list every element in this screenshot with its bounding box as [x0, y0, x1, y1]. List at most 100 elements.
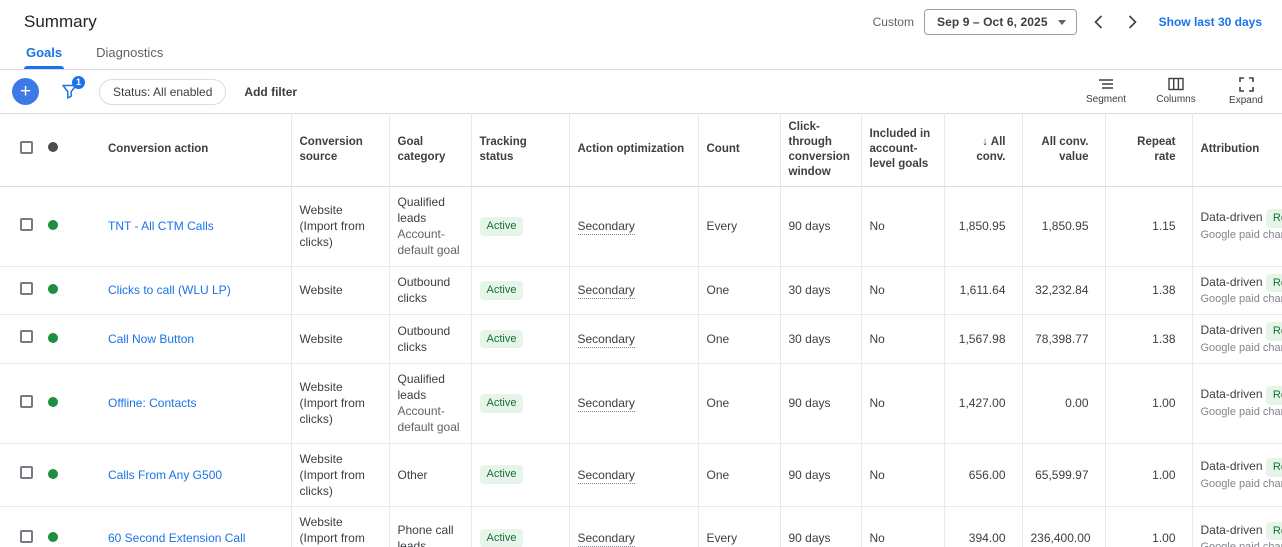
- header-attribution[interactable]: Attribution: [1192, 113, 1282, 187]
- goal-category-cell: Phone call leads: [389, 506, 472, 547]
- goal-category-cell: Outbound clicks: [389, 266, 472, 316]
- top-bar: Summary Custom Sep 9 – Oct 6, 2025 Show …: [0, 0, 1282, 39]
- row-checkbox[interactable]: [20, 529, 33, 543]
- header-all-conv-value[interactable]: All conv. value: [1022, 113, 1106, 187]
- conversion-source-cell: Website: [291, 266, 390, 316]
- attribution-recommended-badge: Recomm: [1265, 458, 1282, 477]
- status-dot-header-icon: [48, 142, 58, 153]
- select-all-checkbox[interactable]: [20, 140, 33, 154]
- goal-category-cell: Qualified leads Account-default goal: [389, 363, 472, 444]
- columns-button[interactable]: Columns: [1154, 77, 1198, 105]
- sort-descending-icon: ↓: [982, 135, 989, 148]
- segment-button[interactable]: Segment: [1084, 77, 1128, 105]
- table-row: TNT - All CTM Calls Website (Import from…: [0, 186, 1282, 267]
- header-click-through-window[interactable]: Click-through conversion window: [780, 113, 862, 187]
- attribution-channels-text: Google paid channels: [1200, 477, 1282, 490]
- conversion-source-cell: Website (Import from clicks): [291, 363, 390, 444]
- goal-category-cell: Qualified leads Account-default goal: [389, 186, 472, 267]
- chevron-down-icon: [1057, 19, 1066, 25]
- table-row: Offline: Contacts Website (Import from c…: [0, 363, 1282, 444]
- goal-category-cell: Other: [389, 443, 472, 508]
- filter-button[interactable]: 1: [57, 75, 85, 104]
- attribution-model-text: Data-driven: [1200, 210, 1263, 225]
- repeat-rate-cell: 1.00: [1105, 443, 1193, 508]
- attribution-model-text: Data-driven: [1200, 274, 1263, 289]
- conversions-table: Conversion action Conversion source Goal…: [0, 113, 1282, 547]
- tracking-status-badge: Active: [479, 329, 524, 349]
- date-range-picker[interactable]: Sep 9 – Oct 6, 2025: [923, 9, 1077, 35]
- all-conv-value-cell: 1,850.95: [1022, 186, 1106, 267]
- conversion-action-link[interactable]: 60 Second Extension Call: [108, 531, 246, 546]
- row-checkbox[interactable]: [20, 466, 33, 480]
- repeat-rate-cell: 1.00: [1105, 506, 1193, 547]
- goal-category-cell: Outbound clicks: [389, 314, 472, 364]
- expand-button[interactable]: Expand: [1224, 77, 1268, 106]
- conversion-source-cell: Website (Import from clicks): [291, 443, 390, 508]
- included-in-goals-cell: No: [861, 363, 945, 444]
- action-optimization-text[interactable]: Secondary: [577, 467, 635, 484]
- header-action-optimization[interactable]: Action optimization: [569, 113, 699, 187]
- conversion-source-cell: Website (Import from clicks): [291, 186, 390, 267]
- header-all-conv[interactable]: ↓ All conv.: [944, 113, 1023, 187]
- add-filter-button[interactable]: Add filter: [244, 84, 298, 99]
- tracking-status-badge: Active: [479, 465, 524, 485]
- goal-category-text: Other: [397, 467, 428, 482]
- action-optimization-text[interactable]: Secondary: [577, 283, 635, 300]
- click-through-window-cell: 90 days: [780, 363, 862, 444]
- segment-icon: [1099, 79, 1113, 89]
- goal-category-text: Outbound clicks: [397, 275, 451, 306]
- add-conversion-button[interactable]: +: [12, 78, 39, 105]
- header-conversion-source[interactable]: Conversion source: [291, 113, 390, 187]
- conversion-action-link[interactable]: Calls From Any G500: [108, 467, 223, 482]
- row-checkbox[interactable]: [20, 217, 33, 231]
- tab-diagnostics[interactable]: Diagnostics: [96, 45, 164, 60]
- conversion-action-link[interactable]: Offline: Contacts: [108, 396, 197, 411]
- header-repeat-rate[interactable]: Repeat rate: [1105, 113, 1193, 187]
- attribution-recommended-badge: Recomm: [1265, 273, 1282, 293]
- date-next-button[interactable]: [1121, 10, 1145, 34]
- conversion-action-link[interactable]: TNT - All CTM Calls: [108, 219, 214, 234]
- table-row: Call Now Button Website Outbound clicks …: [0, 314, 1282, 364]
- conversion-source-cell: Website: [291, 314, 390, 364]
- action-optimization-text[interactable]: Secondary: [577, 396, 635, 413]
- status-filter-chip[interactable]: Status: All enabled: [99, 78, 227, 105]
- click-through-window-cell: 90 days: [780, 506, 862, 547]
- row-checkbox[interactable]: [20, 394, 33, 408]
- click-through-window-cell: 90 days: [780, 443, 862, 508]
- attribution-cell: Data-driven Recomm Google paid channels: [1192, 266, 1282, 316]
- header-tracking-status[interactable]: Tracking status: [471, 113, 570, 187]
- repeat-rate-cell: 1.15: [1105, 186, 1193, 267]
- show-last-30-days-link[interactable]: Show last 30 days: [1158, 15, 1262, 29]
- row-checkbox[interactable]: [20, 281, 33, 295]
- included-in-goals-cell: No: [861, 186, 945, 267]
- all-conv-cell: 1,427.00: [944, 363, 1023, 444]
- header-goal-category[interactable]: Goal category: [389, 113, 472, 187]
- attribution-model-text: Data-driven: [1200, 323, 1263, 338]
- conversion-action-link[interactable]: Call Now Button: [108, 331, 195, 346]
- attribution-recommended-badge: Recomm: [1265, 209, 1282, 229]
- included-in-goals-cell: No: [861, 506, 945, 547]
- header-conversion-action[interactable]: Conversion action: [64, 113, 292, 187]
- goal-category-text: Outbound clicks: [397, 323, 451, 355]
- header-included-in-goals[interactable]: Included in account-level goals: [861, 113, 945, 187]
- action-optimization-text[interactable]: Secondary: [577, 219, 635, 236]
- header-count[interactable]: Count: [698, 113, 781, 187]
- count-cell: One: [698, 363, 781, 444]
- tab-goals[interactable]: Goals: [24, 39, 65, 69]
- all-conv-cell: 1,567.98: [944, 314, 1023, 364]
- goal-category-text: Phone call leads: [397, 523, 454, 547]
- tracking-status-badge: Active: [479, 280, 524, 300]
- attribution-channels-text: Google paid channels: [1200, 229, 1282, 242]
- attribution-cell: Data-driven Recomm Google paid channels: [1192, 314, 1282, 364]
- row-checkbox[interactable]: [20, 330, 33, 344]
- goal-category-text: Qualified leads: [397, 371, 445, 403]
- goal-category-sub: Account-default goal: [397, 404, 460, 435]
- conversion-action-link[interactable]: Clicks to call (WLU LP): [108, 283, 231, 298]
- status-enabled-icon: [48, 220, 58, 231]
- chevron-left-icon: [1094, 15, 1103, 29]
- date-prev-button[interactable]: [1087, 10, 1111, 34]
- all-conv-value-cell: 78,398.77: [1022, 314, 1106, 364]
- included-in-goals-cell: No: [861, 314, 945, 364]
- action-optimization-text[interactable]: Secondary: [577, 331, 635, 348]
- action-optimization-text[interactable]: Secondary: [577, 531, 635, 547]
